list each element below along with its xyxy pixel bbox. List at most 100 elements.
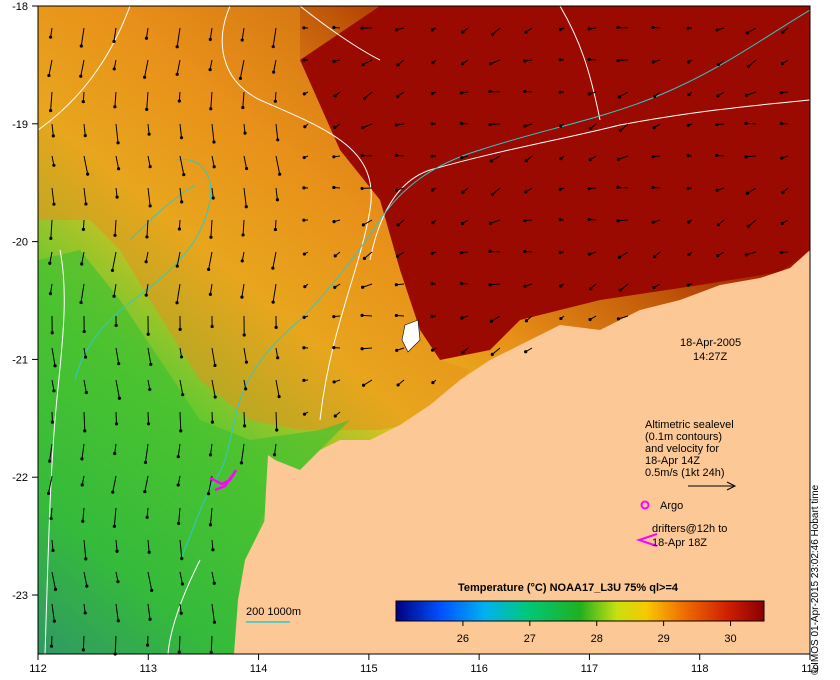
velocity-arrow	[275, 347, 279, 358]
colorbar-tick-label: 29	[658, 633, 670, 645]
velocity-arrow-head	[616, 25, 620, 30]
velocity-arrow-head	[209, 107, 213, 111]
drifters-label-1: drifters@12h to	[652, 523, 727, 535]
velocity-arrow	[211, 187, 214, 199]
warm-water-region	[300, 6, 810, 360]
velocity-arrow-head	[652, 285, 656, 290]
velocity-arrow-head	[182, 173, 186, 177]
velocity-arrow-head	[302, 218, 306, 222]
velocity-arrow-head	[52, 202, 56, 206]
velocity-arrow-head	[431, 221, 435, 225]
island	[401, 319, 421, 353]
velocity-arrow	[176, 251, 181, 267]
velocity-arrow	[147, 123, 150, 135]
velocity-arrow	[362, 123, 373, 129]
sealevel-note-3: and velocity for	[645, 443, 719, 455]
velocity-arrow	[491, 155, 501, 162]
velocity-arrow	[209, 507, 213, 525]
velocity-arrow	[178, 507, 181, 524]
velocity-arrow	[617, 219, 629, 222]
velocity-arrow-head	[145, 107, 149, 111]
colorbar-ticks: 26 27 28 29 30	[457, 621, 737, 645]
velocity-arrow	[747, 27, 757, 34]
velocity-arrow-head	[430, 314, 434, 318]
velocity-arrow	[492, 27, 501, 35]
velocity-arrow-head	[180, 582, 185, 586]
velocity-arrow	[51, 123, 54, 136]
velocity-arrow-head	[459, 250, 464, 255]
lon-tick-label: 112	[29, 663, 47, 675]
velocity-arrow	[362, 283, 373, 288]
velocity-arrow-head	[49, 516, 53, 521]
velocity-arrow-head	[239, 461, 244, 465]
velocity-arrow-head	[523, 219, 527, 223]
velocity-arrow	[51, 187, 55, 205]
velocity-arrow-head	[558, 250, 562, 254]
velocity-arrow	[115, 155, 120, 169]
velocity-arrow-head	[52, 163, 56, 167]
velocity-arrow	[83, 187, 87, 205]
velocity-arrow-head	[686, 283, 690, 287]
map-plot-area[interactable]	[38, 6, 810, 654]
velocity-arrow	[211, 603, 215, 623]
velocity-arrow-head	[179, 429, 183, 433]
velocity-arrow-head	[243, 131, 247, 135]
velocity-arrows	[46, 25, 789, 656]
velocity-arrow-head	[302, 26, 306, 30]
velocity-arrow-head	[79, 44, 83, 48]
velocity-arrow-head	[177, 227, 182, 231]
velocity-arrow-head	[212, 581, 216, 585]
sealevel-note-4: 18-Apr 14Z	[645, 455, 700, 467]
velocity-arrow	[176, 27, 181, 47]
velocity-arrow	[144, 475, 149, 492]
velocity-arrow-head	[333, 254, 337, 258]
velocity-arrow	[490, 219, 501, 224]
velocity-arrow-head	[460, 316, 464, 320]
velocity-arrow-head	[84, 202, 88, 206]
drifter-markers	[209, 469, 238, 492]
velocity-arrow	[275, 187, 278, 200]
velocity-arrow-head	[213, 363, 217, 368]
velocity-arrow	[275, 411, 278, 430]
velocity-arrow-head	[112, 67, 116, 71]
velocity-arrow-head	[488, 122, 492, 127]
velocity-arrow-head	[524, 350, 528, 354]
velocity-arrow	[747, 187, 757, 194]
velocity-arrow-head	[686, 154, 690, 158]
velocity-arrow	[50, 507, 53, 519]
velocity-arrow	[619, 91, 629, 98]
velocity-arrow-head	[361, 223, 365, 227]
velocity-arrow-head	[274, 325, 278, 329]
velocity-arrow	[147, 347, 152, 365]
velocity-arrow-head	[79, 300, 83, 305]
velocity-arrow-head	[715, 188, 719, 192]
velocity-arrow-head	[715, 153, 719, 158]
velocity-arrow-head	[589, 286, 593, 291]
velocity-arrow-head	[180, 200, 184, 204]
velocity-arrow	[115, 571, 119, 582]
velocity-arrow-head	[686, 220, 691, 224]
velocity-arrow-head	[177, 99, 181, 103]
lat-tick-label: -22	[12, 472, 28, 484]
velocity-arrow-head	[110, 268, 115, 273]
lon-tick-label: 117	[581, 663, 599, 675]
velocity-arrow-head	[488, 249, 492, 253]
velocity-arrow-head	[208, 37, 212, 41]
velocity-arrow-head	[617, 255, 622, 259]
velocity-arrow-head	[241, 105, 245, 110]
velocity-arrow-head	[361, 126, 365, 130]
velocity-arrow	[617, 186, 629, 189]
velocity-arrow-head	[332, 155, 336, 159]
velocity-arrow	[211, 539, 214, 550]
longitude-axis: 112 113 114 115 116 117 118 119	[29, 654, 819, 675]
velocity-arrow	[362, 314, 373, 317]
velocity-arrow-head	[558, 58, 562, 62]
velocity-arrow	[746, 155, 757, 158]
velocity-arrow	[179, 411, 182, 431]
velocity-arrow	[113, 27, 117, 42]
velocity-arrow-head	[616, 219, 620, 223]
velocity-arrow-head	[716, 223, 721, 227]
velocity-arrow	[272, 283, 277, 303]
velocity-arrow-head	[746, 64, 750, 69]
velocity-arrow-head	[53, 364, 57, 368]
